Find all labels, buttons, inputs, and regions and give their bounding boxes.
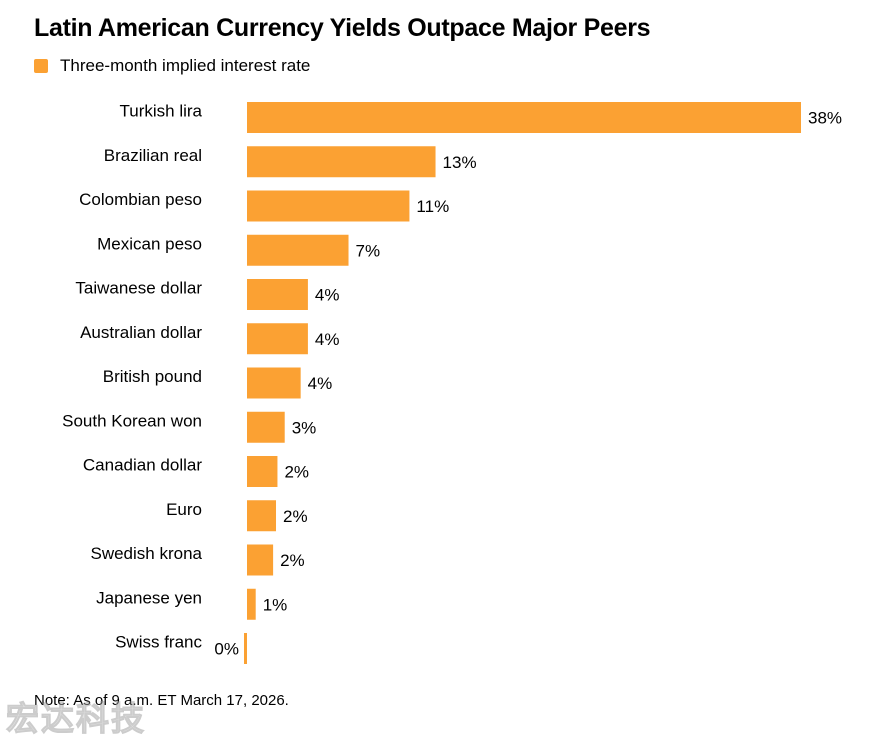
- category-label: Taiwanese dollar: [75, 279, 202, 298]
- chart-legend: Three-month implied interest rate: [34, 56, 310, 76]
- bar: [247, 146, 436, 178]
- category-label: British pound: [103, 367, 202, 386]
- value-label: 7%: [356, 241, 381, 260]
- category-label: Swedish krona: [90, 544, 202, 563]
- chart-note: Note: As of 9 a.m. ET March 17, 2026.: [34, 692, 289, 709]
- value-label: 38%: [808, 109, 842, 128]
- value-label: 4%: [308, 374, 333, 393]
- bar: [247, 234, 349, 266]
- value-label: 13%: [443, 153, 477, 172]
- category-label: Colombian peso: [79, 190, 202, 209]
- value-label: 11%: [416, 197, 449, 216]
- watermark-logo: 宏达科技: [2, 690, 162, 739]
- bar: [247, 367, 301, 399]
- category-label: Swiss franc: [115, 633, 202, 652]
- category-label: Turkish lira: [120, 102, 203, 121]
- value-label: 4%: [315, 330, 340, 349]
- category-label: Japanese yen: [96, 588, 202, 607]
- bar: [247, 323, 308, 355]
- bar: [247, 544, 274, 576]
- category-label: Mexican peso: [97, 234, 202, 253]
- chart-title: Latin American Currency Yields Outpace M…: [34, 14, 651, 42]
- bar: [247, 279, 308, 310]
- value-label: 4%: [315, 286, 340, 305]
- value-label: 0%: [214, 640, 239, 659]
- legend-label: Three-month implied interest rate: [60, 56, 311, 75]
- legend-swatch: [34, 59, 48, 73]
- bar: [247, 500, 277, 532]
- category-label: Canadian dollar: [83, 456, 202, 475]
- bar: [244, 633, 247, 664]
- value-label: 1%: [263, 595, 288, 614]
- bar: [247, 102, 801, 133]
- value-label: 2%: [280, 551, 305, 570]
- category-label: Australian dollar: [80, 323, 202, 342]
- category-label: South Korean won: [62, 411, 202, 430]
- value-label: 2%: [284, 463, 309, 482]
- bar: [247, 588, 256, 620]
- bar: [247, 411, 285, 443]
- bar: [247, 456, 278, 487]
- value-label: 3%: [292, 418, 317, 437]
- value-label: 2%: [283, 507, 308, 526]
- watermark-text: 宏达科技: [6, 699, 146, 739]
- category-label: Euro: [166, 500, 202, 519]
- category-label: Brazilian real: [104, 146, 202, 165]
- bar: [247, 190, 410, 222]
